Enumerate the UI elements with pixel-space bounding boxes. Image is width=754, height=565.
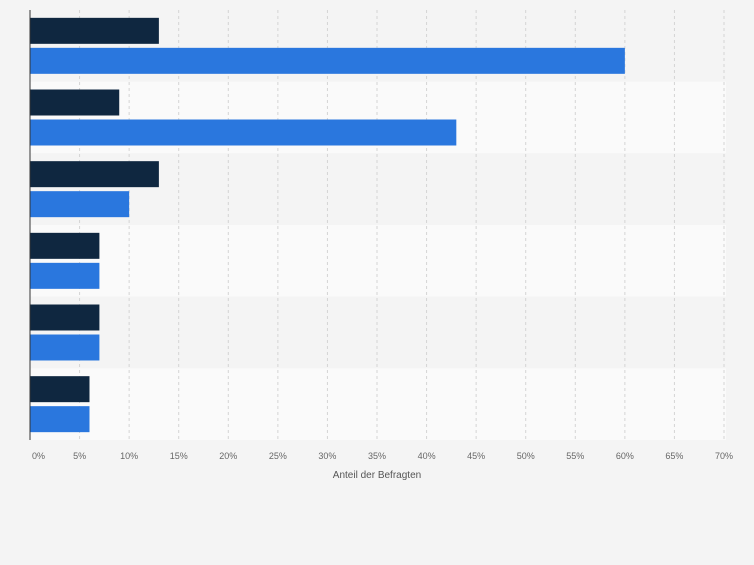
bar-series-1 (30, 161, 159, 188)
x-tick-label: 25% (269, 451, 287, 461)
bar-series-1 (30, 89, 120, 116)
bar-series-2 (30, 47, 625, 74)
x-tick-label: 10% (120, 451, 138, 461)
bar-series-1 (30, 17, 159, 44)
bar-series-1 (30, 304, 100, 331)
x-tick-label: 45% (467, 451, 485, 461)
row-band (30, 225, 726, 297)
bar-series-2 (30, 191, 130, 218)
x-tick-labels: 0% 5% 10% 15% 20% 25% 30% 35% 40% 45% 50% 55% 60% 65%… (32, 451, 733, 461)
x-tick-label: 55% (566, 451, 584, 461)
bar-series-1 (30, 376, 90, 403)
x-tick-label: 65% (665, 451, 683, 461)
bar-series-1 (30, 232, 100, 259)
x-axis-label: Anteil der Befragten (333, 470, 421, 481)
x-tick-label: 50% (517, 451, 535, 461)
bar-series-2 (30, 119, 457, 146)
bar-series-2 (30, 262, 100, 289)
x-tick-label: 70% (715, 451, 733, 461)
x-tick-label: 20% (219, 451, 237, 461)
bars (30, 17, 625, 433)
x-tick-label: 0% (32, 451, 45, 461)
row-band (30, 296, 726, 369)
bar-series-2 (30, 334, 100, 361)
x-tick-label: 60% (616, 451, 634, 461)
x-tick-label: 15% (170, 451, 188, 461)
row-band (30, 368, 726, 440)
x-tick-label: 30% (318, 451, 336, 461)
bar-series-2 (30, 406, 90, 433)
row-bands (30, 10, 726, 440)
x-tick-label: 5% (73, 451, 86, 461)
x-tick-label: 40% (418, 451, 436, 461)
x-tick-label: 35% (368, 451, 386, 461)
